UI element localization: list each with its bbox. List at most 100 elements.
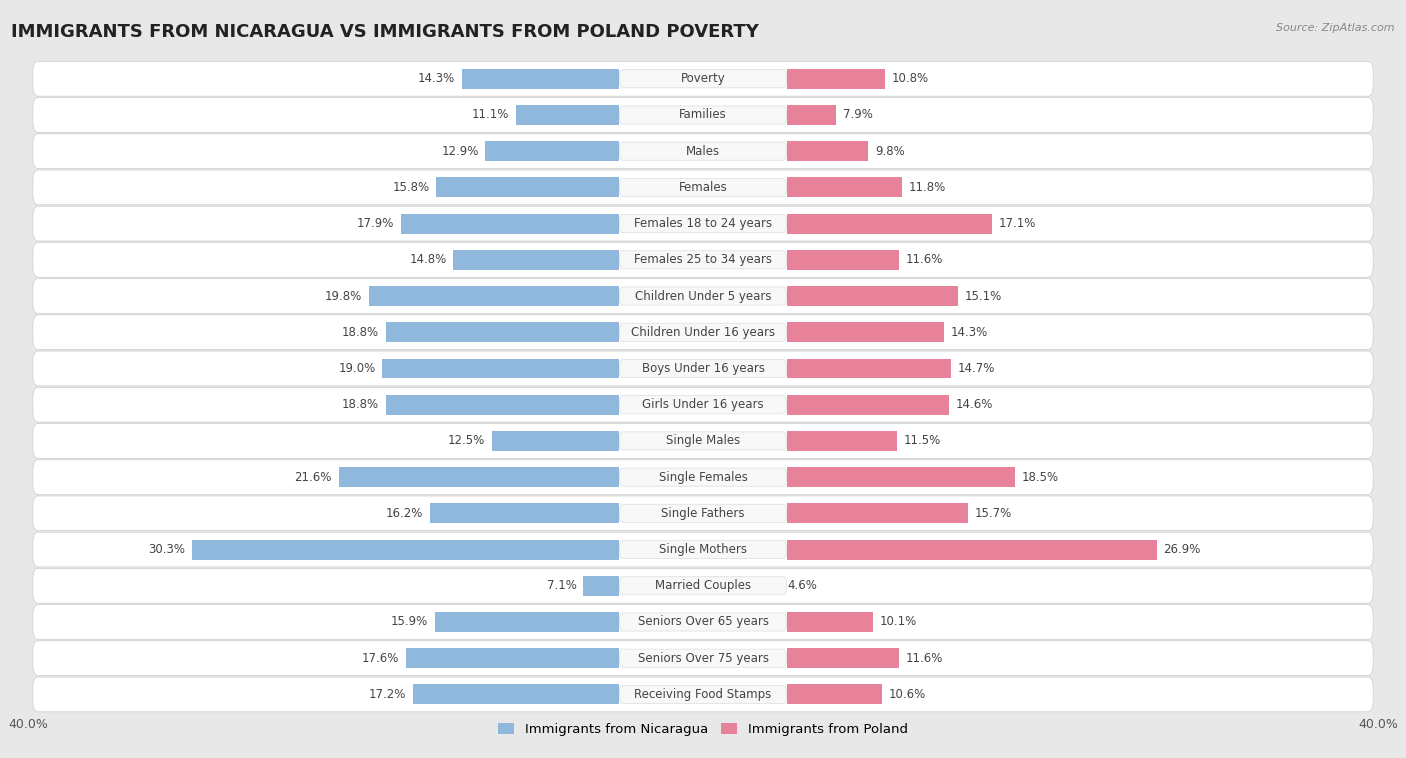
Bar [787,540,1157,559]
FancyBboxPatch shape [620,178,786,196]
Text: 9.8%: 9.8% [875,145,905,158]
FancyBboxPatch shape [620,251,786,269]
Text: Source: ZipAtlas.com: Source: ZipAtlas.com [1277,23,1395,33]
Bar [787,467,1015,487]
FancyBboxPatch shape [32,605,1374,639]
Text: 17.2%: 17.2% [368,688,406,701]
Bar [787,286,957,306]
Text: 15.1%: 15.1% [965,290,1001,302]
Text: 10.1%: 10.1% [880,615,917,628]
Text: 18.8%: 18.8% [342,398,380,411]
Bar [436,177,619,197]
Bar [413,684,619,704]
Text: 7.9%: 7.9% [844,108,873,121]
FancyBboxPatch shape [620,577,786,595]
FancyBboxPatch shape [620,287,786,305]
FancyBboxPatch shape [620,70,786,88]
Text: Single Males: Single Males [666,434,740,447]
Text: Females: Females [679,181,727,194]
FancyBboxPatch shape [620,142,786,160]
FancyBboxPatch shape [620,106,786,124]
Bar [787,69,886,89]
FancyBboxPatch shape [620,649,786,667]
Bar [339,467,619,487]
FancyBboxPatch shape [32,170,1374,205]
Bar [787,648,898,668]
FancyBboxPatch shape [32,387,1374,422]
Text: Males: Males [686,145,720,158]
Text: 11.1%: 11.1% [471,108,509,121]
Text: 14.7%: 14.7% [957,362,995,375]
Text: Receiving Food Stamps: Receiving Food Stamps [634,688,772,701]
Text: Females 25 to 34 years: Females 25 to 34 years [634,253,772,266]
Bar [787,684,882,704]
FancyBboxPatch shape [620,215,786,233]
Text: 4.6%: 4.6% [787,579,817,592]
Text: 18.8%: 18.8% [342,326,380,339]
Bar [787,250,898,270]
Text: 11.5%: 11.5% [904,434,941,447]
Bar [385,395,619,415]
Text: 30.3%: 30.3% [148,543,186,556]
Text: 18.5%: 18.5% [1022,471,1059,484]
Text: 17.6%: 17.6% [361,652,399,665]
Text: 14.6%: 14.6% [956,398,994,411]
Bar [191,540,619,559]
FancyBboxPatch shape [620,359,786,377]
FancyBboxPatch shape [620,468,786,486]
Text: Boys Under 16 years: Boys Under 16 years [641,362,765,375]
Text: 14.8%: 14.8% [409,253,447,266]
Bar [787,177,903,197]
Text: 10.6%: 10.6% [889,688,925,701]
FancyBboxPatch shape [32,568,1374,603]
Text: 14.3%: 14.3% [418,72,456,85]
Text: 12.9%: 12.9% [441,145,478,158]
Bar [787,503,967,523]
Text: Families: Families [679,108,727,121]
Text: 26.9%: 26.9% [1164,543,1201,556]
Text: 17.9%: 17.9% [357,217,394,230]
Bar [787,214,991,233]
Bar [787,322,945,342]
Text: Single Mothers: Single Mothers [659,543,747,556]
Bar [453,250,619,270]
Bar [516,105,619,125]
Text: 15.7%: 15.7% [974,507,1012,520]
Bar [385,322,619,342]
Bar [382,359,619,378]
Text: 15.9%: 15.9% [391,615,427,628]
Text: Poverty: Poverty [681,72,725,85]
Bar [787,141,869,161]
Text: IMMIGRANTS FROM NICARAGUA VS IMMIGRANTS FROM POLAND POVERTY: IMMIGRANTS FROM NICARAGUA VS IMMIGRANTS … [11,23,759,41]
Text: 15.8%: 15.8% [392,181,430,194]
Text: 11.6%: 11.6% [905,652,943,665]
Text: 12.5%: 12.5% [449,434,485,447]
FancyBboxPatch shape [32,134,1374,168]
FancyBboxPatch shape [32,532,1374,567]
Text: Girls Under 16 years: Girls Under 16 years [643,398,763,411]
Bar [492,431,619,451]
FancyBboxPatch shape [32,424,1374,459]
Bar [787,105,837,125]
Text: 14.3%: 14.3% [950,326,988,339]
FancyBboxPatch shape [32,677,1374,712]
FancyBboxPatch shape [32,351,1374,386]
Bar [406,648,619,668]
FancyBboxPatch shape [620,432,786,450]
Bar [787,395,949,415]
Text: Seniors Over 75 years: Seniors Over 75 years [637,652,769,665]
FancyBboxPatch shape [620,685,786,703]
Text: Single Fathers: Single Fathers [661,507,745,520]
FancyBboxPatch shape [32,315,1374,349]
Text: 10.8%: 10.8% [891,72,929,85]
Bar [787,431,897,451]
Bar [430,503,619,523]
FancyBboxPatch shape [32,98,1374,133]
Text: 7.1%: 7.1% [547,579,576,592]
FancyBboxPatch shape [32,279,1374,313]
Bar [368,286,619,306]
Text: 11.8%: 11.8% [908,181,946,194]
Bar [485,141,619,161]
Text: Females 18 to 24 years: Females 18 to 24 years [634,217,772,230]
FancyBboxPatch shape [620,396,786,414]
